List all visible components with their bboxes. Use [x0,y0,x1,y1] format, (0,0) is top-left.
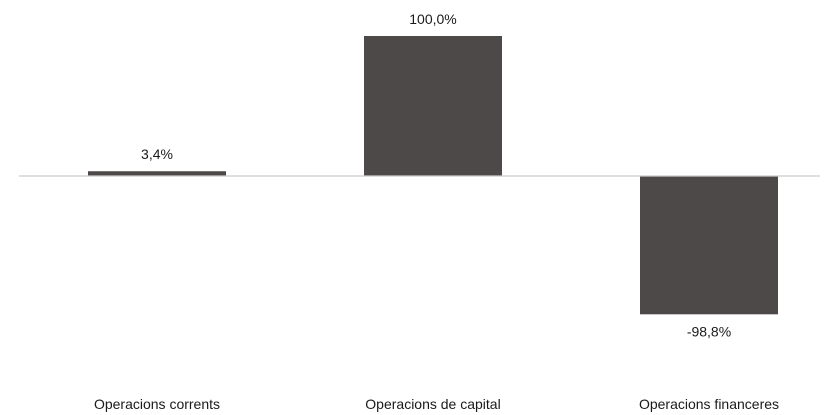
bar-2 [364,36,502,176]
category-label-3: Operacions financeres [639,396,779,412]
data-labels-layer: 3,4% 100,0% -98,8% [141,11,731,339]
category-label-2: Operacions de capital [365,396,500,412]
category-label-1: Operacions corrents [94,396,220,412]
bar-3 [640,176,778,315]
bar-1 [88,171,226,176]
data-label-3: -98,8% [687,323,731,339]
category-axis-labels: Operacions corrents Operacions de capital… [94,396,779,412]
data-label-2: 100,0% [409,11,456,27]
bars-layer [88,36,778,315]
data-label-1: 3,4% [141,146,173,162]
